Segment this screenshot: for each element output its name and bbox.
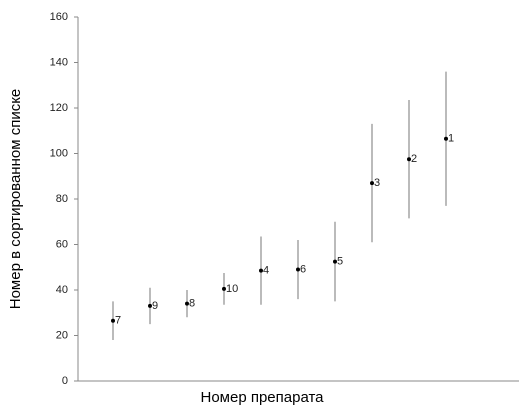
point	[259, 268, 263, 273]
point	[444, 136, 448, 141]
point-label: 2	[411, 153, 417, 165]
point-label: 1	[448, 133, 454, 145]
y-tick-label: 80	[56, 193, 68, 205]
x-axis-title: Номер препарата	[200, 389, 324, 406]
point	[370, 181, 374, 186]
point	[407, 157, 411, 162]
point-label: 8	[189, 298, 195, 310]
point-label: 7	[115, 315, 121, 327]
point-label: 10	[226, 283, 238, 295]
point-label: 5	[337, 255, 343, 267]
point	[111, 318, 115, 323]
point	[185, 301, 189, 306]
y-tick-label: 100	[50, 147, 68, 159]
y-tick-label: 160	[50, 11, 68, 23]
y-tick-label: 40	[56, 284, 68, 296]
y-tick-label: 0	[62, 375, 68, 387]
y-tick-label: 120	[50, 102, 68, 114]
y-tick-label: 20	[56, 329, 68, 341]
y-tick-label: 60	[56, 238, 68, 250]
point-label: 6	[300, 263, 306, 275]
point-label: 9	[152, 300, 158, 312]
point-label: 3	[374, 177, 380, 189]
y-axis-title: Номер в сортированном списке	[7, 89, 24, 310]
point	[333, 259, 337, 264]
point	[222, 286, 226, 291]
y-tick-label: 140	[50, 56, 68, 68]
point-label: 4	[263, 265, 269, 277]
point	[148, 303, 152, 308]
point	[296, 267, 300, 272]
